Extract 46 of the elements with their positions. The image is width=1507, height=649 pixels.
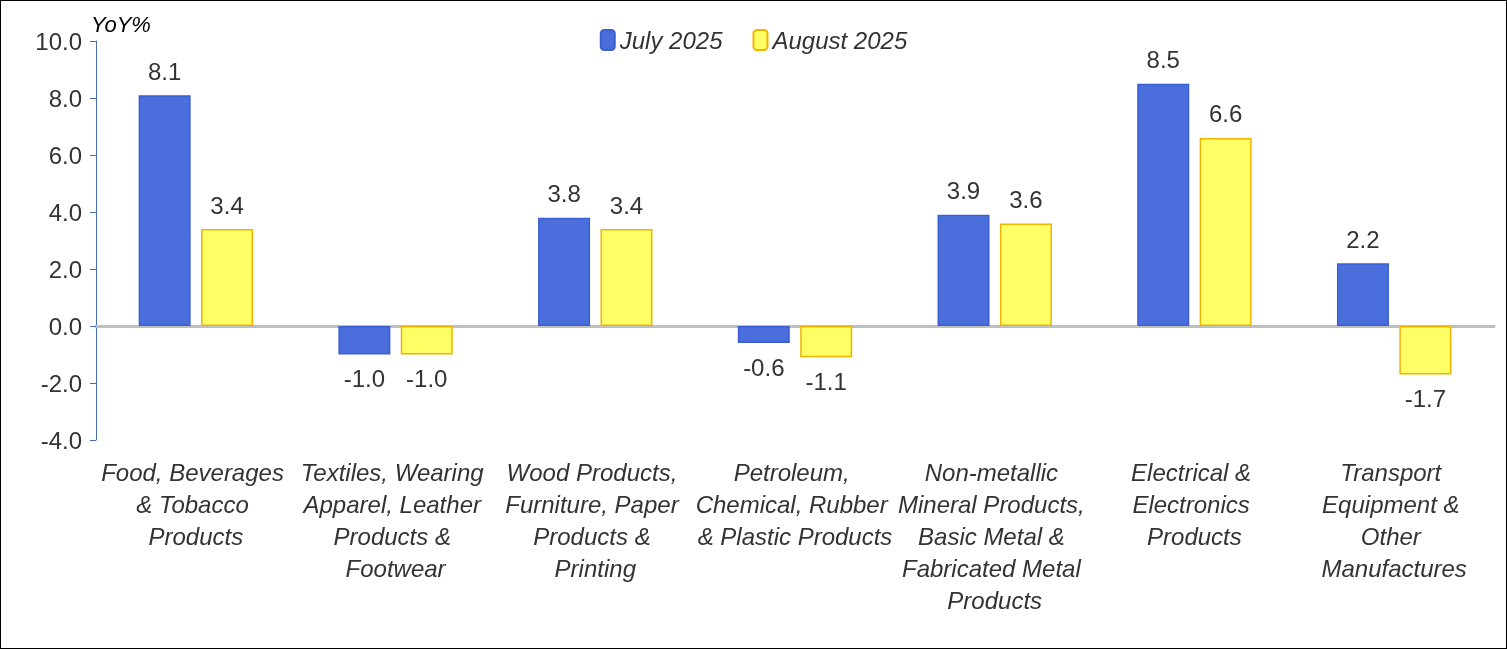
data-label: 6.6 — [1208, 100, 1243, 128]
bar — [999, 223, 1052, 326]
y-tick-label: 4.0 — [48, 198, 82, 226]
y-tick-label: 8.0 — [48, 84, 82, 112]
bar — [338, 326, 391, 355]
y-tick-label: 0.0 — [48, 312, 82, 340]
bar — [201, 229, 254, 326]
x-tick-label: Textiles, Wearing Apparel, Leather Products & Footwear — [300, 458, 491, 582]
data-label: 8.5 — [1146, 46, 1180, 74]
data-label: 3.8 — [547, 180, 581, 208]
bar — [138, 95, 191, 326]
y-axis-title: YoY% — [91, 11, 151, 37]
data-label: 3.4 — [609, 191, 644, 219]
y-tick-label: -4.0 — [40, 426, 82, 454]
x-tick-label: Transport Equipment & Other Manufactures — [1321, 458, 1467, 582]
bar — [1137, 83, 1190, 326]
bar — [800, 326, 853, 358]
bar — [937, 214, 990, 326]
y-tick-label: 10.0 — [35, 27, 82, 55]
legend-label: July 2025 — [618, 26, 724, 54]
data-label: 3.6 — [1009, 185, 1043, 213]
x-tick-label: Food, Beverages & Tobacco Products — [101, 458, 291, 550]
data-label: 3.4 — [210, 191, 244, 219]
data-label: -0.6 — [743, 353, 785, 381]
data-label: 8.1 — [147, 57, 182, 85]
data-label: -1.7 — [1404, 384, 1447, 412]
bar — [600, 229, 653, 326]
bar — [538, 217, 591, 326]
data-label: 2.2 — [1346, 225, 1380, 253]
y-tick-label: -2.0 — [40, 369, 82, 397]
legend-label: August 2025 — [770, 26, 908, 54]
x-tick-label: Non-metallic Mineral Products, Basic Metal & Fabricated Metal Products — [898, 458, 1092, 614]
bar — [1199, 137, 1252, 326]
data-label: -1.0 — [406, 365, 448, 392]
y-tick-label: 2.0 — [48, 255, 82, 283]
data-label: 3.9 — [946, 177, 981, 205]
data-label: -1.1 — [805, 367, 847, 395]
x-tick-label: Electrical & Electronics Products — [1131, 458, 1258, 550]
bar — [737, 326, 790, 344]
data-label: -1.0 — [343, 365, 386, 392]
bar — [400, 326, 453, 355]
y-tick-label: 6.0 — [48, 141, 82, 169]
x-tick-label: Wood Products, Furniture, Paper Products & Printing — [505, 458, 686, 582]
bar — [1399, 326, 1452, 375]
x-tick-label: Petroleum, Chemical, Rubber & Plastic Products — [695, 458, 895, 550]
bar — [1336, 263, 1389, 326]
